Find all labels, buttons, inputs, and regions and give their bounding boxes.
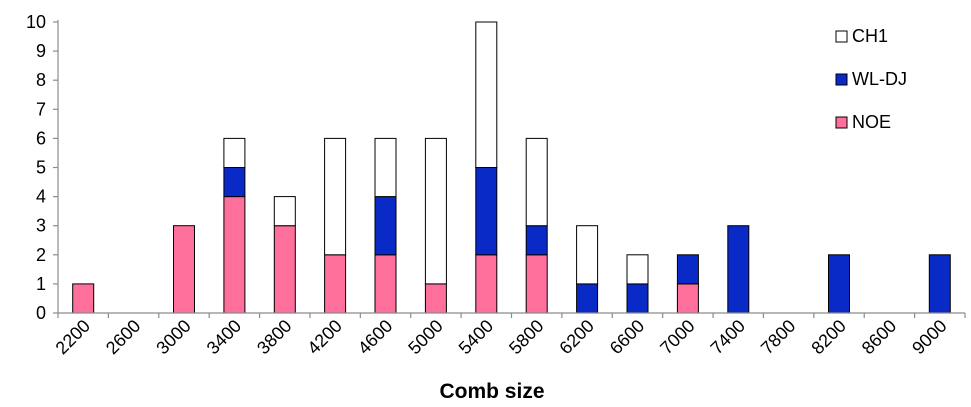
x-tick-label: 5800 xyxy=(505,316,547,358)
x-tick-label: 5400 xyxy=(455,316,497,358)
bar-wl-dj-4600 xyxy=(374,196,397,256)
y-tick-label: 7 xyxy=(36,99,46,119)
bar-ch1-3800 xyxy=(273,196,296,227)
bar-wl-dj-8200 xyxy=(828,254,850,314)
y-tick-label: 5 xyxy=(36,158,46,178)
bar-wl-dj-7000 xyxy=(676,254,699,285)
bar-noe-3800 xyxy=(273,225,296,314)
x-tick-label: 6200 xyxy=(555,316,597,358)
bar-ch1-5000 xyxy=(424,137,447,285)
x-tick-label: 7800 xyxy=(757,316,799,358)
x-tick-label: 3800 xyxy=(253,316,295,358)
legend-swatch-ch1 xyxy=(835,30,848,43)
y-tick-label: 8 xyxy=(36,70,46,90)
y-tick-label: 10 xyxy=(26,12,46,32)
legend-label-wl-dj: WL-DJ xyxy=(852,69,907,89)
y-tick-label: 9 xyxy=(36,41,46,61)
bar-wl-dj-6200 xyxy=(576,283,599,314)
x-tick-labels: 2200 2600 3000 3400 3800 4200 4600 5000 5400 5800… xyxy=(52,316,951,358)
bar-ch1-6200 xyxy=(576,225,599,285)
y-tick-label: 3 xyxy=(36,216,46,236)
legend-swatch-wl-dj xyxy=(835,73,848,86)
bar-noe-3400 xyxy=(223,196,246,314)
x-tick-label: 6600 xyxy=(606,316,648,358)
y-tick-label: 1 xyxy=(36,274,46,294)
x-tick-label: 2200 xyxy=(52,316,94,358)
legend-label-noe: NOE xyxy=(852,112,891,132)
bar-ch1-6600 xyxy=(626,254,649,285)
bars-group xyxy=(72,21,951,314)
x-tick-label: 2600 xyxy=(102,316,144,358)
legend-swatch-noe xyxy=(835,116,848,129)
bar-noe-4600 xyxy=(374,254,397,314)
bar-wl-dj-9000 xyxy=(928,254,951,314)
bar-wl-dj-5400 xyxy=(475,167,498,256)
x-axis-title: Comb size xyxy=(439,380,544,403)
bar-wl-dj-5800 xyxy=(525,225,548,256)
bar-noe-5800 xyxy=(525,254,548,314)
y-tick-label: 0 xyxy=(36,303,46,323)
bar-noe-5000 xyxy=(424,283,447,314)
x-tick-label: 3400 xyxy=(203,316,245,358)
bar-noe-7000 xyxy=(676,283,699,314)
legend: CH1 WL-DJ NOE xyxy=(835,26,907,132)
x-tick-label: 7400 xyxy=(707,316,749,358)
x-tick-label: 7000 xyxy=(656,316,698,358)
bar-noe-3000 xyxy=(173,225,195,314)
y-tick-label: 4 xyxy=(36,187,46,207)
bar-ch1-4600 xyxy=(374,137,397,198)
x-tick-label: 4200 xyxy=(304,316,346,358)
x-tick-label: 8600 xyxy=(858,316,900,358)
x-tick-label: 4600 xyxy=(354,316,396,358)
bar-ch1-4200 xyxy=(324,137,347,256)
axes-group xyxy=(53,20,966,318)
bar-ch1-5400 xyxy=(475,21,498,168)
bar-noe-2200 xyxy=(72,283,95,314)
x-tick-label: 5000 xyxy=(404,316,446,358)
bar-wl-dj-3400 xyxy=(223,167,246,198)
bar-noe-4200 xyxy=(324,254,347,314)
bar-ch1-3400 xyxy=(223,137,246,168)
x-tick-label: 8200 xyxy=(807,316,849,358)
bar-ch1-5800 xyxy=(525,137,548,227)
bar-wl-dj-7400 xyxy=(727,225,750,314)
x-tick-label: 3000 xyxy=(152,316,194,358)
bar-wl-dj-6600 xyxy=(626,283,649,314)
y-tick-label: 2 xyxy=(36,245,46,265)
x-tick-label: 9000 xyxy=(908,316,950,358)
legend-label-ch1: CH1 xyxy=(852,26,888,46)
y-tick-labels: 0 1 2 3 4 5 6 7 8 9 10 xyxy=(26,12,46,323)
y-tick-label: 6 xyxy=(36,128,46,148)
bar-noe-5400 xyxy=(475,254,498,314)
